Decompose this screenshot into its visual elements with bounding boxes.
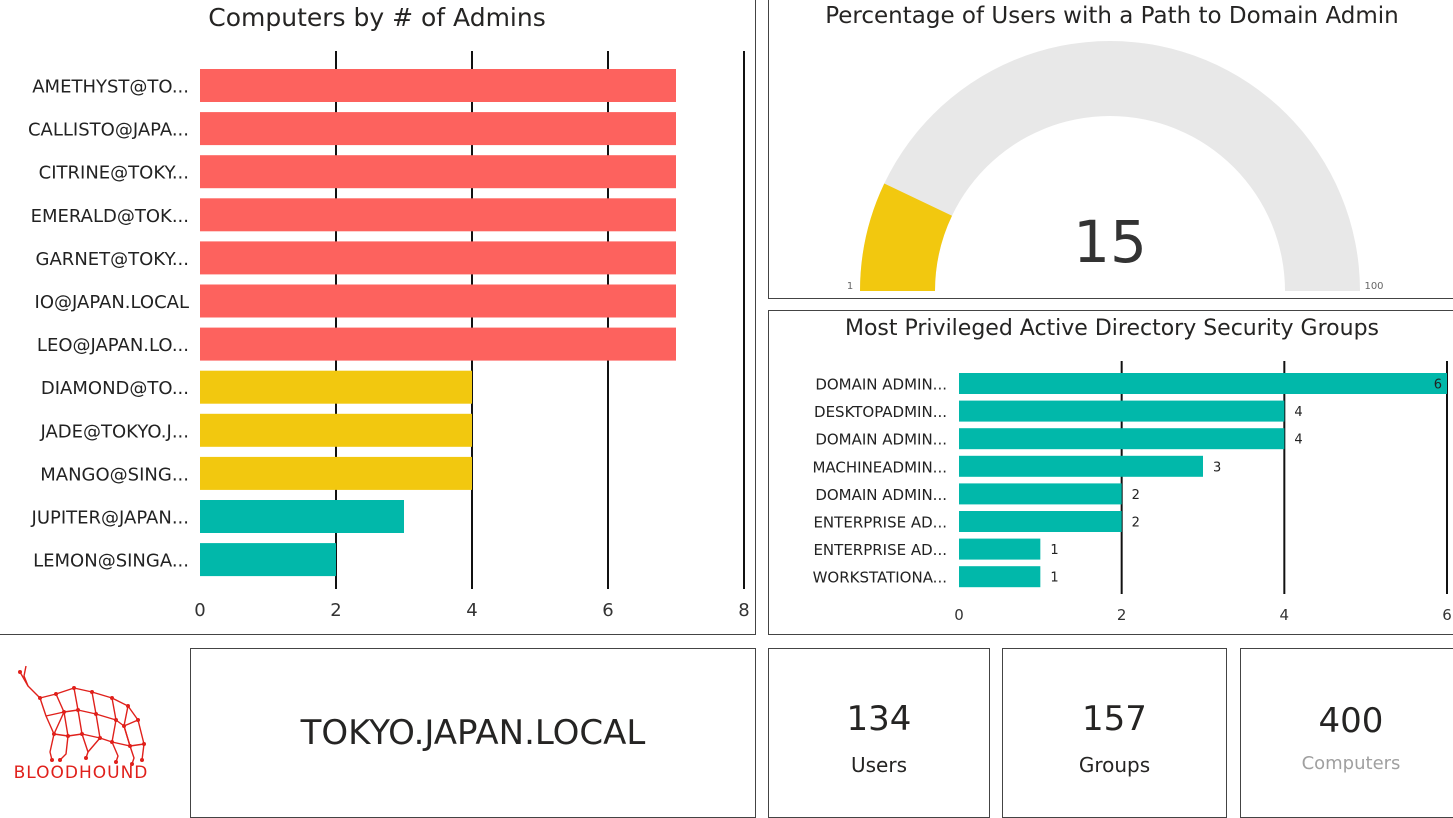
data-label: 2 <box>1132 516 1140 531</box>
bar <box>200 284 676 318</box>
bar <box>200 543 336 577</box>
users-card: 134 Users <box>768 648 990 818</box>
x-tick-label: 2 <box>330 600 341 621</box>
x-tick-label: 2 <box>1117 606 1127 624</box>
bar <box>200 456 472 490</box>
y-tick-label: DESKTOPADMIN... <box>814 403 947 421</box>
y-tick-label: ENTERPRISE AD... <box>813 541 947 559</box>
y-tick-label: IO@JAPAN.LOCAL <box>35 292 189 313</box>
groups-count: 157 <box>1082 699 1147 739</box>
bar <box>200 413 472 447</box>
bar <box>959 483 1122 505</box>
bloodhound-logo: BLOODHOUND <box>0 648 175 808</box>
y-tick-label: MANGO@SING... <box>40 464 189 485</box>
data-label: 2 <box>1132 488 1140 503</box>
privileged-groups-panel: Most Privileged Active Directory Securit… <box>768 310 1453 635</box>
gauge-title: Percentage of Users with a Path to Domai… <box>825 3 1399 29</box>
x-tick-label: 0 <box>954 606 964 624</box>
bar <box>200 500 404 533</box>
bar <box>959 538 1041 560</box>
domain-name: TOKYO.JAPAN.LOCAL <box>300 713 646 753</box>
x-tick-label: 0 <box>194 600 205 621</box>
bar <box>200 112 676 146</box>
x-tick-label: 6 <box>602 600 613 621</box>
computers-count: 400 <box>1318 701 1384 741</box>
gauge-min-label: 1 <box>847 281 853 292</box>
y-tick-label: JADE@TOKYO.J... <box>39 421 189 442</box>
x-tick-label: 6 <box>1442 606 1452 624</box>
groups-bar-chart: 0 2 4 6 DOMAIN ADMIN... 6 DESKTOPADMIN... 4 DOMA… <box>812 361 1452 624</box>
y-tick-label: MACHINEADMIN... <box>812 458 947 476</box>
computers-chart-title: Computers by # of Admins <box>208 3 546 32</box>
path-to-da-panel: Percentage of Users with a Path to Domai… <box>768 0 1453 299</box>
bar <box>959 455 1203 477</box>
y-tick-label: DOMAIN ADMIN... <box>815 376 947 394</box>
y-tick-label: AMETHYST@TO... <box>32 77 189 98</box>
computers-by-admins-panel: Computers by # of Admins 0 2 4 6 8 AMETHYST@T… <box>0 0 756 635</box>
data-label: 3 <box>1213 460 1221 475</box>
data-label: 6 <box>1434 378 1442 393</box>
y-tick-label: GARNET@TOKY... <box>36 249 189 270</box>
y-tick-label: LEO@JAPAN.LO... <box>37 335 189 356</box>
bar <box>200 155 676 189</box>
bar <box>200 241 676 275</box>
bar <box>959 428 1285 450</box>
bar <box>200 69 676 102</box>
domain-card: TOKYO.JAPAN.LOCAL <box>190 648 756 818</box>
users-count: 134 <box>846 699 912 739</box>
bar <box>959 511 1122 532</box>
y-tick-label: DOMAIN ADMIN... <box>815 486 947 504</box>
bar <box>200 327 676 361</box>
bar <box>200 198 676 232</box>
y-tick-label: EMERALD@TOK... <box>31 206 189 227</box>
bar <box>959 373 1447 394</box>
y-tick-label: LEMON@SINGA... <box>33 551 189 572</box>
data-label: 4 <box>1294 405 1302 420</box>
y-tick-label: CALLISTO@JAPA... <box>28 120 189 141</box>
x-tick-label: 4 <box>466 600 477 621</box>
bar <box>959 400 1285 422</box>
gauge-value: 15 <box>1073 208 1147 276</box>
y-tick-label: JUPITER@JAPAN... <box>31 508 189 529</box>
users-label: Users <box>850 753 907 777</box>
groups-label: Groups <box>1078 753 1151 777</box>
computers-label: Computers <box>1301 753 1401 774</box>
gauge-fill <box>860 183 952 291</box>
path-to-da-gauge: 15 1 100 <box>847 41 1384 292</box>
y-tick-label: DIAMOND@TO... <box>41 378 189 399</box>
bar <box>959 566 1041 588</box>
y-tick-label: ENTERPRISE AD... <box>813 514 947 532</box>
computers-card: 400 Computers <box>1240 648 1453 818</box>
y-tick-label: DOMAIN ADMIN... <box>815 431 947 449</box>
bloodhound-logo-text: BLOODHOUND <box>13 763 149 783</box>
bar <box>200 370 472 404</box>
x-tick-label: 4 <box>1280 606 1290 624</box>
bloodhound-logo-icon <box>18 665 146 766</box>
groups-card: 157 Groups <box>1002 648 1227 818</box>
y-tick-label: WORKSTATIONA... <box>813 569 947 587</box>
data-label: 1 <box>1050 571 1058 586</box>
data-label: 1 <box>1050 543 1058 558</box>
gauge-track <box>860 41 1360 291</box>
x-tick-label: 8 <box>738 600 749 621</box>
computers-bar-chart: 0 2 4 6 8 AMETHYST@TO... CALLISTO@JAPA... CITRI… <box>28 51 750 621</box>
gauge-max-label: 100 <box>1364 281 1383 292</box>
y-tick-label: CITRINE@TOKY... <box>39 163 189 184</box>
groups-chart-title: Most Privileged Active Directory Securit… <box>844 316 1379 341</box>
data-label: 4 <box>1294 433 1302 448</box>
